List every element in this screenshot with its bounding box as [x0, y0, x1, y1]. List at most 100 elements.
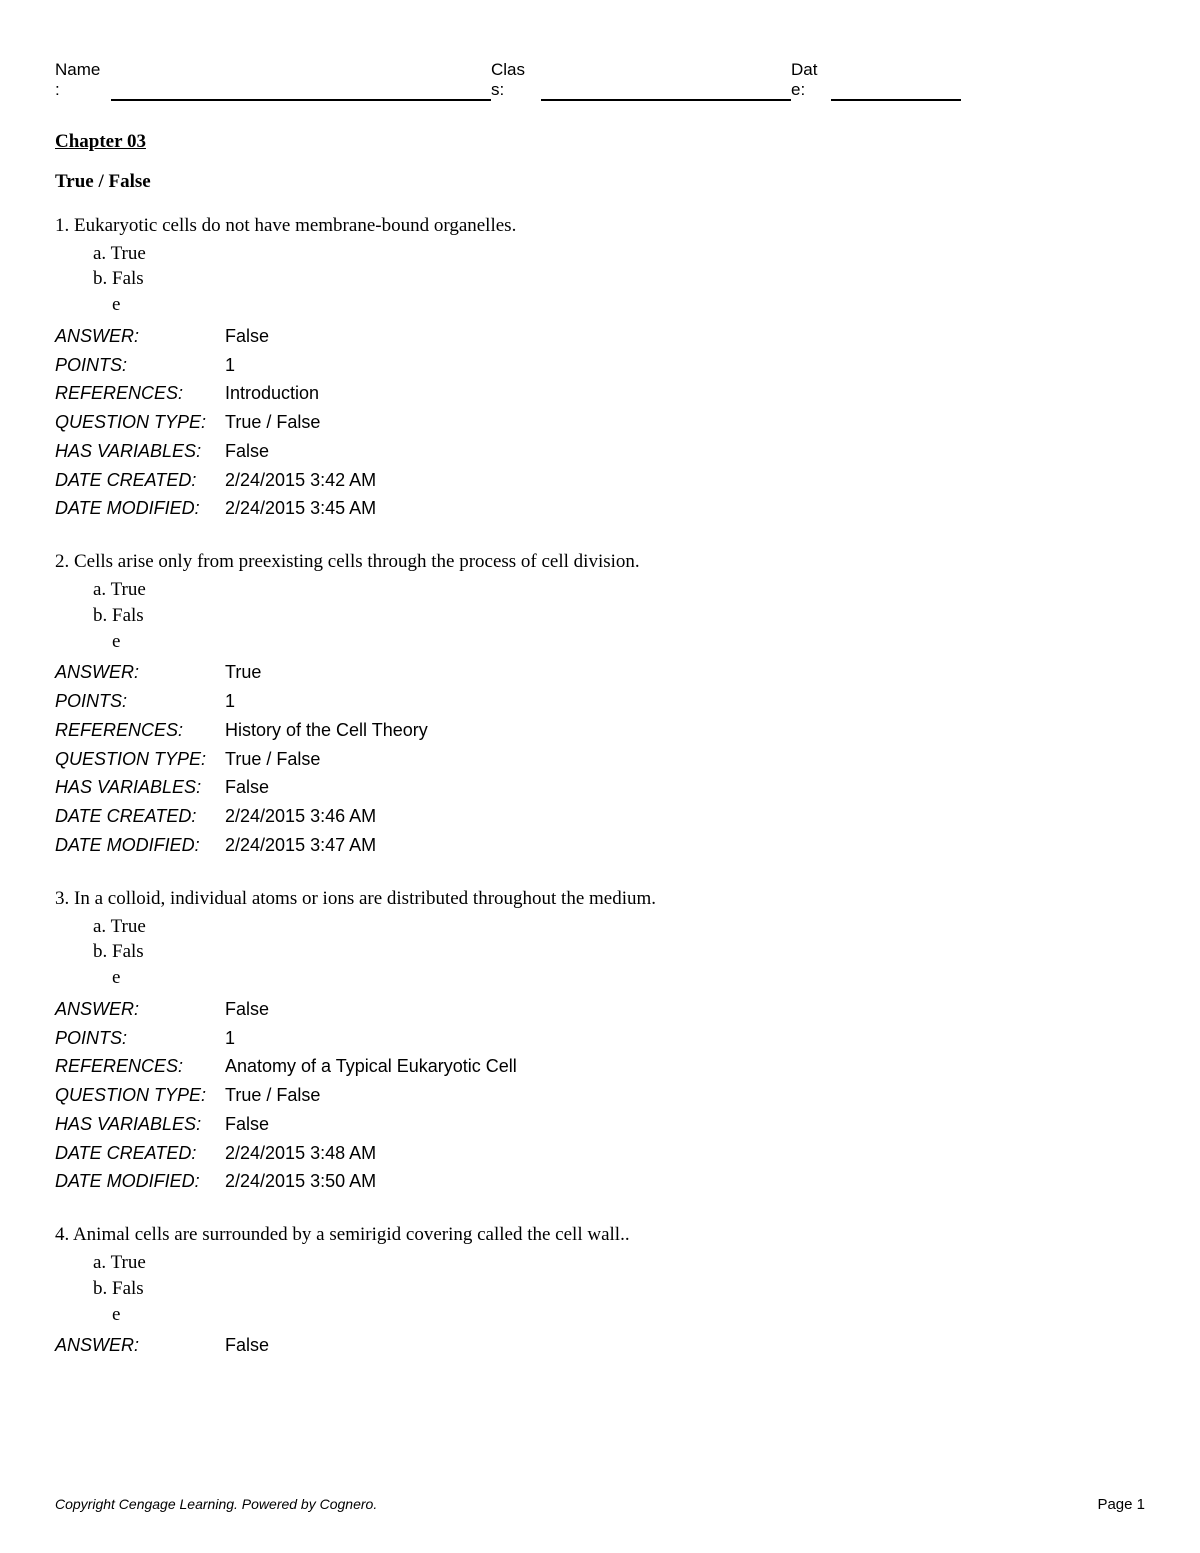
footer: Copyright Cengage Learning. Powered by C… — [55, 1496, 1145, 1513]
meta-label: ANSWER: — [55, 1331, 225, 1360]
question-text: 1. Eukaryotic cells do not have membrane… — [55, 215, 1145, 237]
meta-row-references: REFERENCES: Anatomy of a Typical Eukaryo… — [55, 1052, 1145, 1081]
meta-value: False — [225, 773, 269, 802]
meta-label: POINTS: — [55, 1024, 225, 1053]
chapter-title: Chapter 03 — [55, 131, 1145, 153]
meta-value: Anatomy of a Typical Eukaryotic Cell — [225, 1052, 517, 1081]
meta-value: False — [225, 1110, 269, 1139]
option-true: a. True — [93, 1250, 1145, 1276]
option-true: a. True — [93, 241, 1145, 267]
class-label: Clas s: — [491, 60, 535, 101]
meta-value: 1 — [225, 1024, 235, 1053]
meta-row-hasvar: HAS VARIABLES: False — [55, 1110, 1145, 1139]
meta-value: 2/24/2015 3:48 AM — [225, 1139, 376, 1168]
meta-value: 1 — [225, 687, 235, 716]
class-field: Clas s: — [491, 60, 791, 101]
meta-label: QUESTION TYPE: — [55, 1081, 225, 1110]
meta-row-qtype: QUESTION TYPE: True / False — [55, 408, 1145, 437]
question-text: 4. Animal cells are surrounded by a semi… — [55, 1224, 1145, 1246]
question-block: 2. Cells arise only from preexisting cel… — [55, 551, 1145, 860]
meta-label: DATE CREATED: — [55, 466, 225, 495]
meta-row-points: POINTS: 1 — [55, 687, 1145, 716]
option-true: a. True — [93, 577, 1145, 603]
question-block: 3. In a colloid, individual atoms or ion… — [55, 888, 1145, 1197]
meta-row-qtype: QUESTION TYPE: True / False — [55, 1081, 1145, 1110]
meta-row-created: DATE CREATED: 2/24/2015 3:42 AM — [55, 466, 1145, 495]
meta-value: True — [225, 658, 261, 687]
meta-value: True / False — [225, 745, 320, 774]
question-text: 2. Cells arise only from preexisting cel… — [55, 551, 1145, 573]
meta-value: False — [225, 995, 269, 1024]
meta-row-hasvar: HAS VARIABLES: False — [55, 773, 1145, 802]
meta-row-answer: ANSWER: False — [55, 322, 1145, 351]
meta-row-points: POINTS: 1 — [55, 1024, 1145, 1053]
meta-value: 2/24/2015 3:50 AM — [225, 1167, 376, 1196]
meta-label: REFERENCES: — [55, 1052, 225, 1081]
meta-table: ANSWER: False POINTS: 1 REFERENCES: Intr… — [55, 322, 1145, 524]
meta-label: ANSWER: — [55, 995, 225, 1024]
meta-value: 2/24/2015 3:47 AM — [225, 831, 376, 860]
meta-value: 2/24/2015 3:46 AM — [225, 802, 376, 831]
date-field: Dat e: — [791, 60, 961, 101]
meta-label: ANSWER: — [55, 322, 225, 351]
meta-row-answer: ANSWER: True — [55, 658, 1145, 687]
meta-label: DATE MODIFIED: — [55, 494, 225, 523]
meta-label: POINTS: — [55, 351, 225, 380]
meta-row-modified: DATE MODIFIED: 2/24/2015 3:47 AM — [55, 831, 1145, 860]
questions-container: 1. Eukaryotic cells do not have membrane… — [55, 215, 1145, 1360]
meta-value: True / False — [225, 1081, 320, 1110]
meta-row-created: DATE CREATED: 2/24/2015 3:46 AM — [55, 802, 1145, 831]
meta-row-points: POINTS: 1 — [55, 351, 1145, 380]
question-block: 4. Animal cells are surrounded by a semi… — [55, 1224, 1145, 1360]
meta-table: ANSWER: True POINTS: 1 REFERENCES: Histo… — [55, 658, 1145, 860]
meta-row-hasvar: HAS VARIABLES: False — [55, 437, 1145, 466]
meta-value: True / False — [225, 408, 320, 437]
meta-label: HAS VARIABLES: — [55, 773, 225, 802]
option-false: b. Fals e — [93, 939, 1145, 990]
meta-label: DATE CREATED: — [55, 802, 225, 831]
name-field: Name : — [55, 60, 491, 101]
meta-value: False — [225, 1331, 269, 1360]
footer-page: Page 1 — [1097, 1496, 1145, 1513]
meta-label: DATE CREATED: — [55, 1139, 225, 1168]
class-line — [541, 83, 791, 101]
meta-label: ANSWER: — [55, 658, 225, 687]
name-label: Name : — [55, 60, 105, 101]
meta-row-references: REFERENCES: History of the Cell Theory — [55, 716, 1145, 745]
question-block: 1. Eukaryotic cells do not have membrane… — [55, 215, 1145, 524]
question-text: 3. In a colloid, individual atoms or ion… — [55, 888, 1145, 910]
meta-label: HAS VARIABLES: — [55, 1110, 225, 1139]
meta-label: DATE MODIFIED: — [55, 1167, 225, 1196]
meta-label: REFERENCES: — [55, 716, 225, 745]
option-false: b. Fals e — [93, 266, 1145, 317]
meta-table: ANSWER: False POINTS: 1 REFERENCES: Anat… — [55, 995, 1145, 1197]
meta-value: History of the Cell Theory — [225, 716, 428, 745]
meta-row-modified: DATE MODIFIED: 2/24/2015 3:50 AM — [55, 1167, 1145, 1196]
meta-table: ANSWER: False — [55, 1331, 1145, 1360]
date-line — [831, 83, 961, 101]
meta-value: False — [225, 437, 269, 466]
section-title: True / False — [55, 171, 1145, 193]
meta-value: 2/24/2015 3:42 AM — [225, 466, 376, 495]
meta-value: 2/24/2015 3:45 AM — [225, 494, 376, 523]
meta-row-answer: ANSWER: False — [55, 995, 1145, 1024]
meta-row-answer: ANSWER: False — [55, 1331, 1145, 1360]
meta-label: POINTS: — [55, 687, 225, 716]
meta-label: REFERENCES: — [55, 379, 225, 408]
option-true: a. True — [93, 914, 1145, 940]
meta-row-references: REFERENCES: Introduction — [55, 379, 1145, 408]
meta-label: DATE MODIFIED: — [55, 831, 225, 860]
meta-value: Introduction — [225, 379, 319, 408]
meta-label: QUESTION TYPE: — [55, 745, 225, 774]
option-false: b. Fals e — [93, 1276, 1145, 1327]
date-label: Dat e: — [791, 60, 825, 101]
meta-row-created: DATE CREATED: 2/24/2015 3:48 AM — [55, 1139, 1145, 1168]
header-row: Name : Clas s: Dat e: — [55, 60, 1145, 101]
meta-row-modified: DATE MODIFIED: 2/24/2015 3:45 AM — [55, 494, 1145, 523]
meta-value: 1 — [225, 351, 235, 380]
meta-value: False — [225, 322, 269, 351]
meta-label: HAS VARIABLES: — [55, 437, 225, 466]
footer-copyright: Copyright Cengage Learning. Powered by C… — [55, 1496, 377, 1513]
meta-label: QUESTION TYPE: — [55, 408, 225, 437]
meta-row-qtype: QUESTION TYPE: True / False — [55, 745, 1145, 774]
